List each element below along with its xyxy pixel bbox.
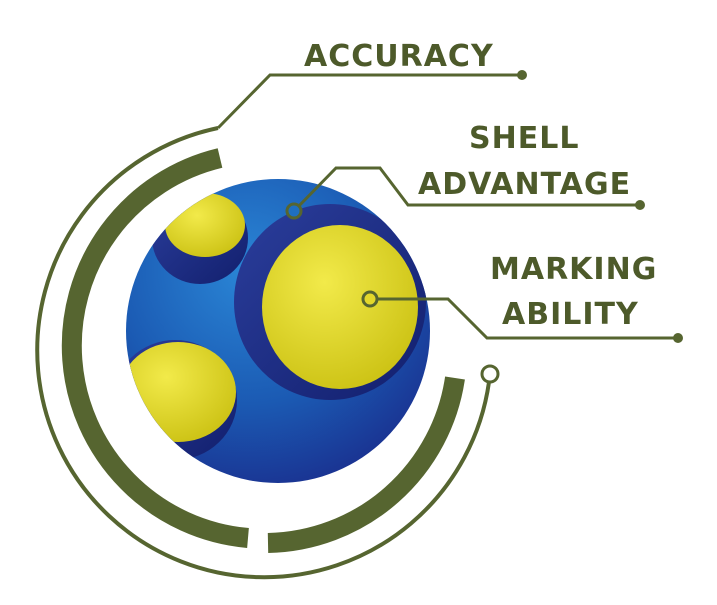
marking-start-ring	[361, 290, 379, 308]
label-ability: ABILITY	[502, 297, 639, 332]
label-advantage: ADVANTAGE	[418, 167, 632, 202]
thick-arc-right	[267, 376, 465, 553]
shell-end-dot	[635, 200, 645, 210]
label-accuracy: ACCURACY	[304, 39, 494, 74]
yellow-spot-large	[262, 225, 418, 389]
marking-connector	[370, 297, 678, 340]
accuracy-end-dot	[517, 70, 527, 80]
accuracy-connector	[216, 73, 522, 130]
yellow-spot-bottom	[126, 342, 236, 442]
outer-thin-arc	[35, 126, 491, 580]
shell-connector	[292, 166, 640, 213]
marking-end-dot	[673, 333, 683, 343]
thick-arc-left	[61, 148, 249, 548]
yellow-spot-top	[165, 193, 245, 257]
shell-start-ring	[285, 202, 303, 220]
ball	[126, 179, 430, 483]
ring-end-circle	[480, 364, 500, 384]
label-shell: SHELL	[469, 121, 580, 156]
label-marking: MARKING	[490, 252, 658, 287]
